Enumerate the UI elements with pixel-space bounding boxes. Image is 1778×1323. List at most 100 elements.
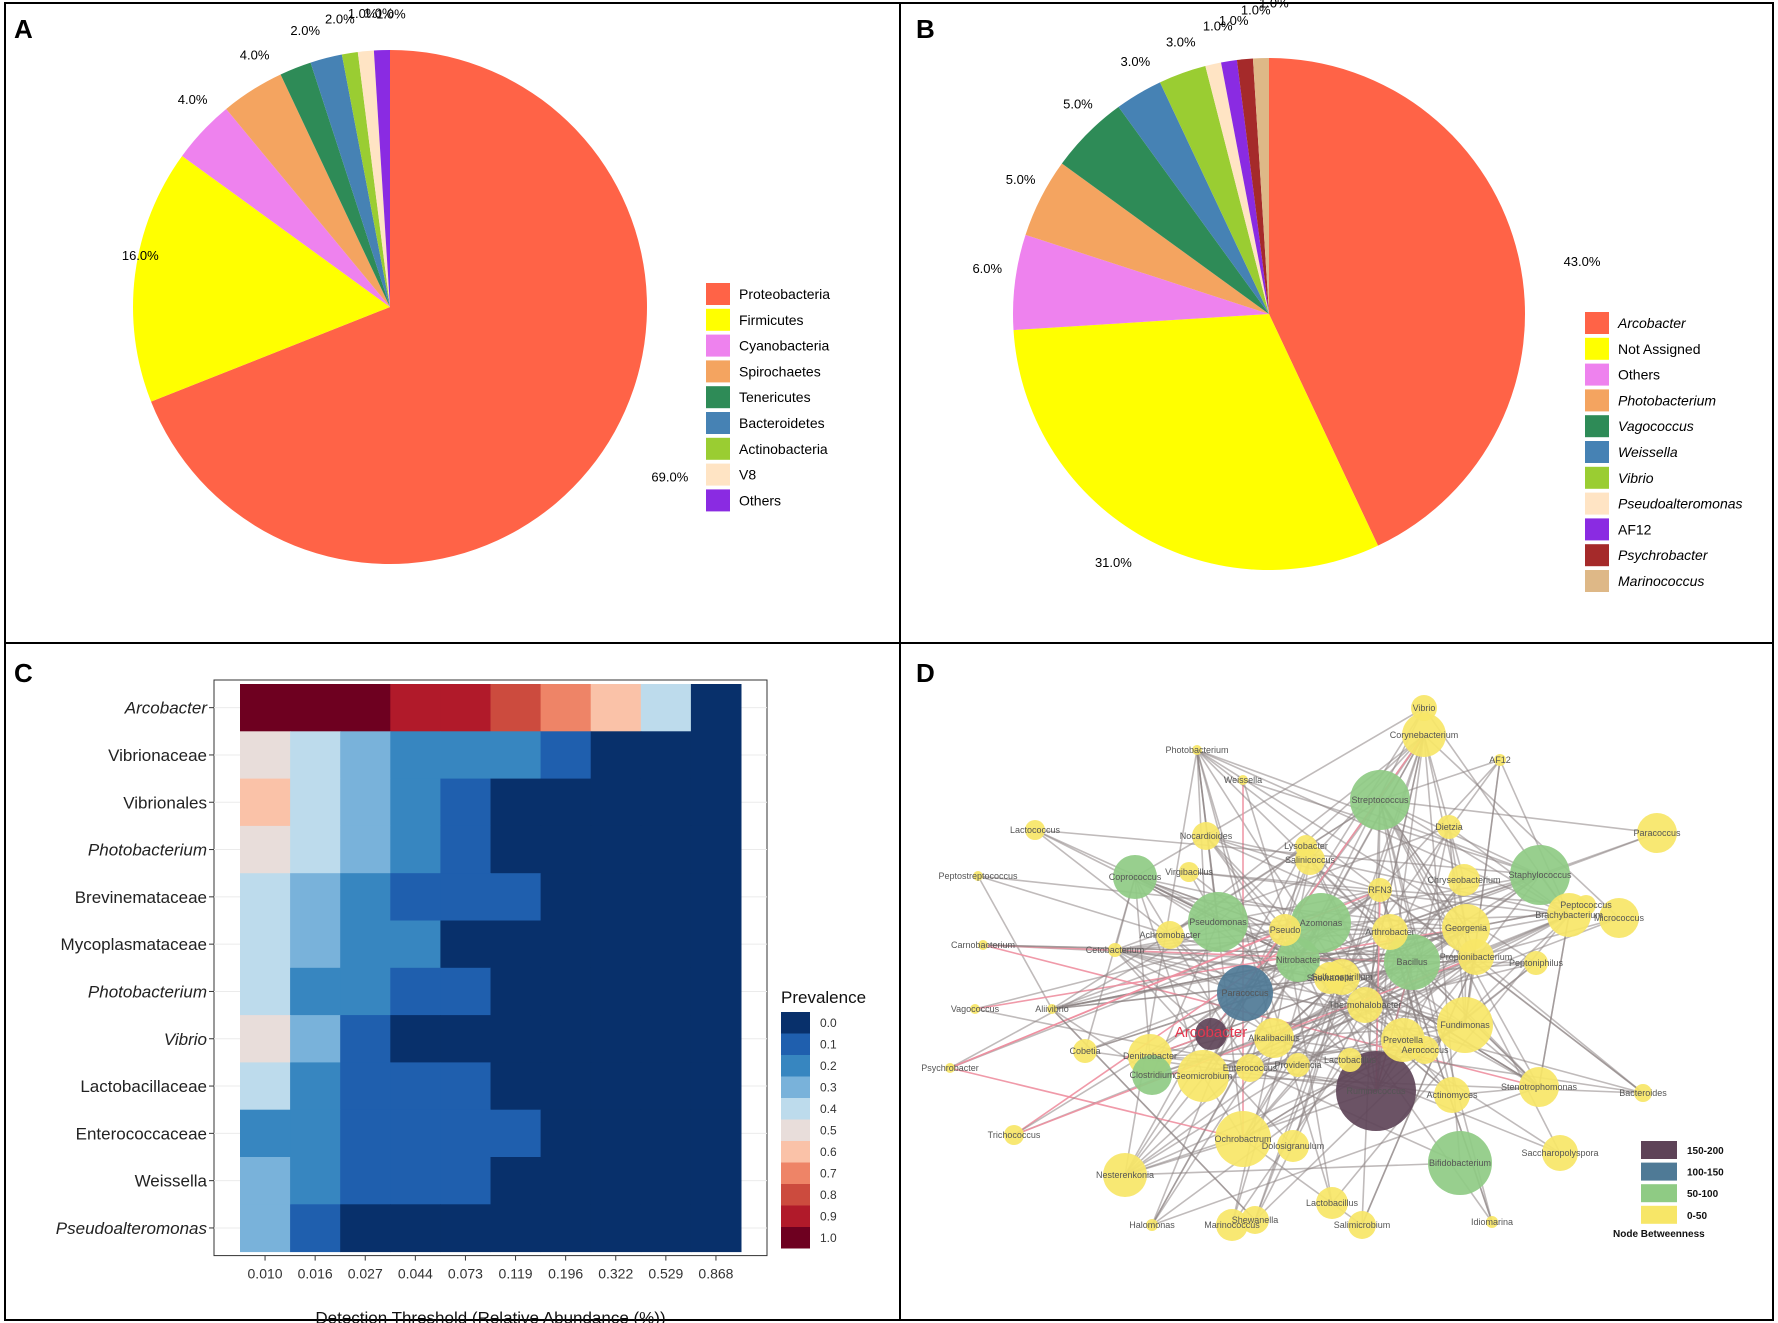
network-node-65 xyxy=(1241,1206,1269,1234)
heatmap-x-tick-label-8: 0.322 xyxy=(598,1266,633,1282)
heatmap-cell xyxy=(240,778,291,827)
pie-b-slice-11 xyxy=(1252,58,1269,314)
network-node-label-3: AF12 xyxy=(1489,755,1511,765)
pie-a-legend-key-7 xyxy=(706,437,730,460)
heatmap-cell xyxy=(390,731,441,780)
network-edge xyxy=(1379,799,1658,834)
heatmap-cell xyxy=(390,1062,441,1111)
heatmap-y-label-6: Mycoplasmataceae xyxy=(61,935,207,954)
pie-b-value-label-10: 1.0% xyxy=(1241,3,1271,18)
pie-a-legend-key-2 xyxy=(706,308,730,331)
heatmap-cell xyxy=(590,1062,642,1111)
pie-b-legend-key-5 xyxy=(1585,415,1609,438)
heatmap-x-tick-label-10: 0.868 xyxy=(698,1266,733,1282)
network-node-2 xyxy=(1402,713,1446,757)
network-node-18 xyxy=(1510,845,1570,905)
network-node-label-9: Dietzia xyxy=(1435,822,1463,832)
pie-a-value-label-7: 1.0% xyxy=(348,6,378,21)
heatmap-cell xyxy=(590,1204,642,1253)
pie-b-slice-3 xyxy=(1013,234,1269,331)
pie-b-legend-key-10 xyxy=(1585,544,1609,567)
network-node-label-51: Geomicrobium xyxy=(1174,1071,1233,1081)
pie-a-legend-label-4: Spirochaetes xyxy=(739,363,821,379)
heatmap-cell xyxy=(640,1157,692,1205)
pie-b-legend-key-4 xyxy=(1585,389,1609,412)
heatmap-y-label-11: Weissella xyxy=(135,1172,208,1191)
heatmap-y-label-12: Pseudoalteromonas xyxy=(56,1219,208,1238)
heatmap-cell xyxy=(690,1062,742,1111)
network-node-label-43: Cobetia xyxy=(1069,1046,1100,1056)
heatmap-cell xyxy=(490,684,542,732)
heatmap-cell xyxy=(440,1157,491,1205)
pie-b-legend-label-8: Pseudoalteromonas xyxy=(1618,496,1743,512)
heatmap-cell xyxy=(340,778,391,827)
heatmap-legend-label-8: 0.7 xyxy=(820,1167,837,1181)
network-node-5 xyxy=(1238,775,1248,785)
network-node-label-42: Arcobacter xyxy=(1175,1024,1248,1041)
pie-b-slice-5 xyxy=(1061,106,1269,314)
heatmap-cell xyxy=(640,684,692,732)
network-node-4 xyxy=(1192,745,1202,755)
network-legend-label-3: 50-100 xyxy=(1687,1189,1719,1200)
network-node-label-55: Stenotrophomonas xyxy=(1501,1082,1578,1092)
heatmap-legend-label-11: 1.0 xyxy=(820,1231,837,1245)
network-node-label-19: Arthrobacter xyxy=(1365,927,1415,937)
heatmap-legend-label-1: 0.0 xyxy=(820,1016,837,1030)
network-node-label-66: Lactobacillus xyxy=(1306,1198,1359,1208)
figure-border xyxy=(4,2,1774,1321)
network-node-label-27: Bacillus xyxy=(1396,957,1428,967)
pie-b-legend-key-8 xyxy=(1585,492,1609,515)
network-node-54 xyxy=(1434,1077,1470,1113)
pie-a-value-label-9: 1.0% xyxy=(376,7,406,22)
pie-a-value-label-3: 4.0% xyxy=(178,92,208,107)
heatmap-cell xyxy=(340,1204,391,1253)
network-node-label-12: Coprococcus xyxy=(1109,872,1162,882)
heatmap-cell xyxy=(440,1062,491,1111)
network-node-label-20: Peptococcus xyxy=(1560,900,1612,910)
network-node-label-8: Streptococcus xyxy=(1351,795,1409,805)
network-node-label-23: Pseudomonas xyxy=(1189,917,1247,927)
heatmap-cell xyxy=(640,825,692,874)
heatmap-legend-key-4 xyxy=(781,1076,810,1098)
network-node-label-5: Weissella xyxy=(1224,775,1262,785)
network-node-label-11: Peptostreptococcus xyxy=(938,871,1018,881)
network-node-label-54: Actinomyces xyxy=(1426,1090,1478,1100)
heatmap-cell xyxy=(490,1015,542,1063)
panel-letter-a: A xyxy=(14,14,33,44)
network-node-label-4: Photobacterium xyxy=(1165,745,1228,755)
network-node-6 xyxy=(1025,820,1045,840)
pie-b-value-label-11: 1.0% xyxy=(1259,0,1289,11)
heatmap-cell xyxy=(640,1062,692,1111)
network-node-32 xyxy=(1314,962,1346,994)
network-edge xyxy=(1205,835,1477,958)
heatmap-cell xyxy=(490,1062,542,1111)
pie-a-slice-4 xyxy=(226,74,390,308)
network-node-57 xyxy=(1004,1125,1024,1145)
network-node-23 xyxy=(1188,892,1248,952)
heatmap-cell xyxy=(640,1015,692,1063)
network-node-label-26: Pseudo xyxy=(1270,925,1301,935)
network-node-label-28: Georgenia xyxy=(1445,923,1487,933)
heatmap-cell xyxy=(290,967,341,1016)
heatmap-cell xyxy=(390,1204,441,1253)
heatmap-cell xyxy=(240,920,291,969)
network-node-59 xyxy=(1277,1130,1309,1162)
pie-a-legend-key-6 xyxy=(706,412,730,434)
network-node-46 xyxy=(1286,1053,1310,1077)
network-node-label-6: Lactococcus xyxy=(1010,825,1061,835)
heatmap-legend-key-11 xyxy=(781,1227,810,1249)
heatmap-cell xyxy=(240,684,291,732)
network-node-label-38: Alkalibacillus xyxy=(1248,1033,1300,1043)
heatmap-cell xyxy=(690,967,742,1016)
network-edge xyxy=(1205,835,1381,891)
pie-b-slice-7 xyxy=(1160,66,1269,314)
heatmap-cell xyxy=(690,1015,742,1063)
network-node-label-61: Nesterenkonia xyxy=(1096,1170,1154,1180)
network-edge xyxy=(1297,914,1570,1066)
heatmap-legend-key-6 xyxy=(781,1119,810,1141)
network-node-label-24: Azomonas xyxy=(1300,918,1343,928)
heatmap-cell xyxy=(440,825,491,874)
heatmap-cell xyxy=(440,967,491,1016)
heatmap-y-label-10: Enterococcaceae xyxy=(76,1124,207,1143)
